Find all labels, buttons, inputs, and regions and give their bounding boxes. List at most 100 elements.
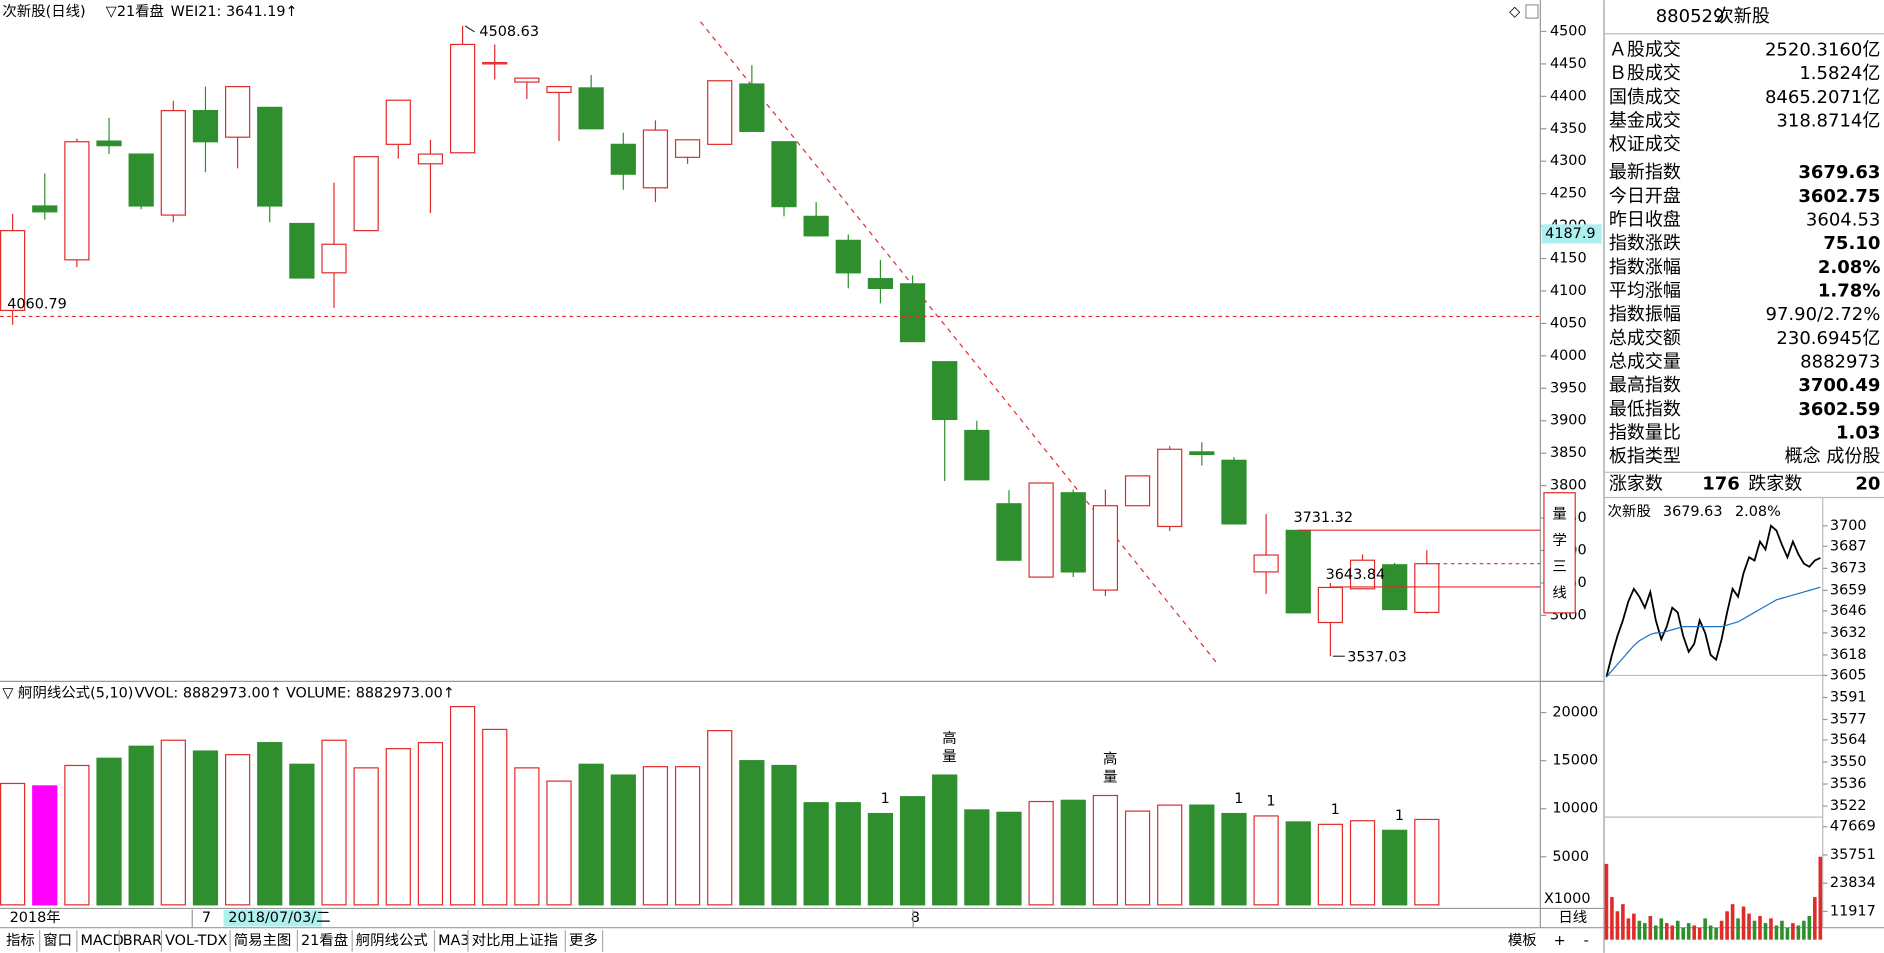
mini-last: 3679.63: [1663, 504, 1723, 520]
tab[interactable]: 指标: [6, 932, 35, 949]
mini-volume-bar: [1752, 920, 1757, 940]
candle-body: [289, 222, 315, 279]
tab[interactable]: MACD: [81, 933, 124, 949]
volume-bar: [1157, 804, 1183, 906]
mini-volume-bar: [1637, 920, 1642, 940]
candle-body: [1414, 563, 1440, 614]
candle-body: [96, 140, 122, 147]
mini-volume-bar: [1813, 897, 1817, 940]
mini-volume-bar: [1653, 925, 1658, 940]
candle-body: [610, 143, 636, 175]
mini-volume-bar: [1725, 911, 1729, 940]
candle-body: [224, 86, 251, 138]
strategy-char: 量: [1552, 506, 1566, 522]
info-value: 3602.59: [1798, 399, 1880, 420]
candle-body: [707, 80, 733, 145]
mini-volume-bar: [1769, 918, 1773, 940]
volume-bar: [546, 780, 572, 906]
candle-body: [1349, 559, 1376, 590]
mini-volume-bar: [1648, 915, 1653, 940]
info-label: 今日开盘: [1609, 186, 1681, 207]
volume-bar: [610, 774, 636, 906]
mini-volume-bar: [1802, 920, 1806, 940]
volume-bar: [932, 774, 958, 906]
y-tick-label: 4450: [1550, 56, 1587, 72]
tab[interactable]: BRAR: [123, 933, 162, 949]
tab[interactable]: 舸阴线公式: [356, 931, 428, 949]
mini-volume-bar: [1785, 927, 1790, 940]
tab[interactable]: MA3: [438, 933, 469, 949]
icon-window[interactable]: [1525, 4, 1539, 19]
candle-body: [771, 141, 797, 208]
y-tick-label: 10000: [1552, 801, 1598, 817]
tab[interactable]: 简易主图: [234, 932, 292, 949]
x-axis-label: 7: [202, 910, 211, 926]
mini-volume-bar: [1626, 918, 1631, 940]
mini-volume-bar: [1708, 925, 1713, 940]
panel-code: 880529: [1656, 6, 1725, 27]
mini-title: 次新股: [1608, 503, 1651, 520]
y-tick-label: 15000: [1552, 753, 1598, 769]
info-value: 2.08%: [1818, 257, 1881, 278]
info-value: 8465.2071亿: [1765, 87, 1880, 108]
tab[interactable]: 21看盘: [301, 931, 348, 949]
candle-body: [1189, 451, 1215, 456]
right-tab[interactable]: 模板: [1508, 931, 1537, 949]
candle-body: [835, 239, 861, 274]
y-tick-label: 3632: [1830, 625, 1867, 641]
volume-bar: [224, 754, 251, 906]
volume-bar: [192, 750, 219, 906]
info-label: 板指类型: [1609, 446, 1681, 467]
mini-volume-bar: [1610, 897, 1614, 940]
level-label: 3643.84: [1326, 567, 1386, 583]
y-tick-label: 4500: [1550, 23, 1587, 39]
candle-body: [192, 110, 219, 143]
candle-body: [449, 43, 476, 154]
candle-body: [160, 110, 186, 216]
candle-body: [514, 77, 540, 83]
volume-note: 高: [1103, 750, 1117, 767]
volume-bar: [514, 767, 540, 906]
tab[interactable]: 对比用上证指: [472, 932, 558, 949]
candle-body: [1060, 492, 1086, 573]
volume-note: 1: [1266, 794, 1275, 810]
mini-volume-bar: [1714, 927, 1718, 940]
y-tick-label: 47669: [1830, 819, 1876, 835]
x-axis-label: 日线: [1558, 909, 1587, 926]
mini-volume-bar: [1686, 923, 1691, 940]
candle-body: [803, 215, 829, 237]
volume-bar: [385, 748, 411, 906]
volume-bar: [257, 742, 283, 906]
y-tick-label: 4050: [1550, 315, 1587, 331]
candle-body: [321, 243, 347, 274]
tab[interactable]: 窗口: [43, 931, 72, 949]
tab[interactable]: VOL-TDX: [165, 933, 227, 949]
volume-note: 量: [1103, 769, 1117, 785]
info-value: 1.5824亿: [1799, 63, 1880, 84]
trend-line: [700, 21, 1218, 664]
y-tick-label: 3659: [1830, 582, 1867, 598]
volume-bar: [1028, 800, 1054, 906]
mini-volume-bar: [1736, 918, 1740, 940]
icon-diamond[interactable]: ◇: [1509, 4, 1521, 20]
volume-bar: [1221, 812, 1247, 906]
candle-body: [996, 503, 1022, 561]
y-tick-label: 3577: [1830, 712, 1867, 728]
info-label: 指数涨幅: [1609, 257, 1681, 278]
volume-unit: X1000: [1544, 891, 1591, 907]
right-tab[interactable]: +: [1554, 933, 1566, 949]
high-pointer: [464, 25, 475, 33]
mini-volume-bar: [1796, 925, 1801, 940]
volume-bar: [1060, 799, 1086, 906]
y-tick-label: 4250: [1550, 186, 1587, 202]
mini-volume-bar: [1807, 915, 1812, 940]
mini-volume-bar: [1719, 920, 1724, 940]
x-axis-label: 8: [911, 910, 920, 926]
strategy-box[interactable]: [1543, 492, 1576, 614]
right-tab[interactable]: -: [1584, 933, 1589, 949]
candle-body: [1317, 586, 1344, 624]
info-label: 权证成交: [1609, 134, 1681, 155]
info-value: 8882973: [1800, 351, 1880, 372]
tab[interactable]: 更多: [569, 932, 598, 949]
info-value: 3700.49: [1798, 375, 1880, 396]
